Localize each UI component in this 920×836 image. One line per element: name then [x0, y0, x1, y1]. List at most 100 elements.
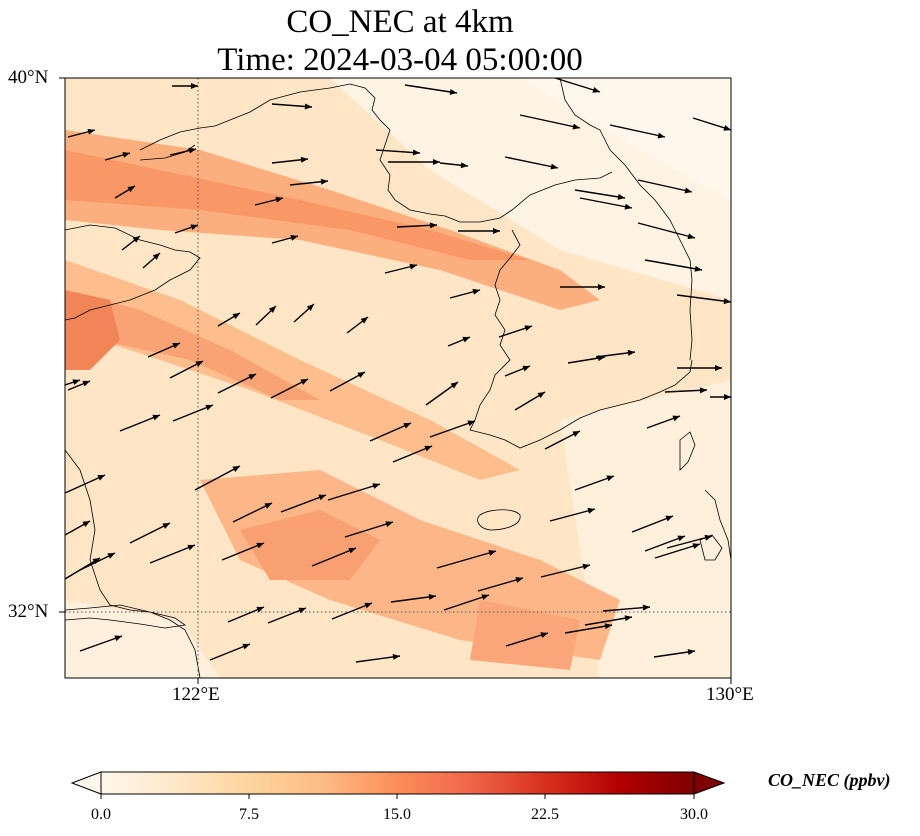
- wind-vector-head: [87, 128, 95, 135]
- coastlines: [65, 78, 731, 678]
- wind-vector-head: [472, 288, 480, 295]
- wind-vector-head: [191, 83, 198, 89]
- wind-vector: [390, 595, 437, 603]
- wind-vector: [149, 544, 196, 564]
- wind-vector-head: [582, 563, 590, 570]
- wind-vector-head: [92, 558, 100, 565]
- wind-vector-head: [298, 607, 306, 614]
- wind-vector-head: [460, 162, 468, 169]
- wind-vector-head: [232, 313, 240, 320]
- wind-vector: [172, 404, 214, 422]
- wind-vector-head: [318, 494, 326, 501]
- wind-vector: [666, 535, 713, 549]
- wind-vector-head: [403, 423, 411, 429]
- wind-vector-head: [627, 349, 635, 356]
- wind-vector-head: [248, 374, 256, 380]
- wind-vector-head: [488, 550, 496, 556]
- wind-vector-head: [699, 387, 707, 394]
- wind-vector-head: [152, 253, 160, 260]
- wind-vector: [579, 197, 633, 209]
- wind-vector-head: [357, 372, 365, 378]
- wind-vector-head: [672, 415, 680, 422]
- wind-vector-head: [364, 602, 372, 609]
- lon-label-122e: 122°E: [172, 684, 220, 705]
- wind-vector-head: [306, 304, 314, 311]
- wind-vector-head: [692, 543, 700, 549]
- wind-vector-head: [275, 196, 283, 203]
- wind-vector-head: [481, 594, 489, 601]
- wind-vector-head: [537, 392, 545, 399]
- wind-vector-head: [385, 521, 393, 527]
- wind-vectors: [65, 78, 731, 663]
- colorbar: [70, 771, 726, 799]
- wind-vector: [65, 474, 106, 494]
- wind-vector: [644, 259, 703, 271]
- wind-vector: [392, 445, 433, 463]
- wind-vector-head: [433, 159, 440, 165]
- colorbar-tick-4: 30.0: [680, 806, 708, 823]
- wind-vector: [519, 114, 581, 129]
- wind-vector-head: [606, 475, 614, 482]
- wind-vector-head: [657, 132, 665, 139]
- wind-vector-head: [190, 224, 198, 231]
- wind-vector-head: [617, 193, 625, 200]
- wind-vector: [375, 149, 421, 154]
- wind-vector-head: [172, 343, 180, 349]
- wind-vector: [404, 84, 458, 94]
- wind-vector-head: [604, 623, 612, 630]
- wind-vector: [369, 422, 412, 442]
- wind-vector-head: [449, 88, 457, 95]
- wind-vector: [644, 535, 686, 552]
- wind-vector-head: [152, 414, 160, 421]
- wind-vector: [443, 594, 490, 611]
- wind-vector-head: [412, 149, 420, 156]
- wind-vector-head: [162, 523, 170, 529]
- wind-vector: [327, 483, 381, 501]
- wind-vector: [194, 465, 241, 491]
- wind-vector-head: [598, 284, 605, 290]
- wind-vector-head: [82, 380, 90, 387]
- wind-vector-head: [360, 317, 368, 324]
- wind-vector-head: [97, 475, 105, 481]
- wind-vector-head: [572, 431, 580, 437]
- wind-vector: [602, 606, 651, 612]
- wind-vector-head: [467, 420, 475, 427]
- wind-vector-head: [515, 577, 523, 583]
- wind-vector-head: [522, 365, 530, 372]
- wind-vector-head: [587, 507, 595, 514]
- wind-vector-head: [694, 265, 702, 272]
- wind-vector-head: [624, 203, 632, 210]
- wind-vector-head: [462, 336, 470, 343]
- wind-vector-head: [677, 535, 685, 542]
- colorbar-tick-2: 15.0: [383, 806, 411, 823]
- wind-vector-head: [642, 604, 650, 611]
- lat-label-40n: 40°N: [8, 67, 49, 88]
- wind-vector: [217, 373, 257, 394]
- wind-vector-head: [723, 298, 731, 305]
- wind-vector-head: [82, 521, 90, 528]
- wind-vector-head: [424, 445, 432, 452]
- wind-vector: [549, 508, 596, 522]
- wind-vector-head: [665, 515, 673, 522]
- wind-vector-head: [132, 236, 140, 243]
- wind-vector: [676, 294, 731, 303]
- wind-vector-head: [188, 147, 196, 154]
- wind-vector: [209, 643, 251, 661]
- wind-vector: [221, 542, 265, 561]
- map-frame: [64, 77, 732, 679]
- wind-vector-head: [72, 379, 80, 386]
- wind-vector-head: [684, 187, 692, 194]
- wind-vector-head: [268, 306, 276, 313]
- wind-vector: [584, 616, 633, 626]
- wind-vector-head: [715, 365, 722, 371]
- axis-ticks: [59, 77, 732, 684]
- wind-vector-head: [450, 382, 458, 389]
- wind-vector-head: [429, 222, 437, 229]
- lat-label-32n: 32°N: [8, 601, 49, 622]
- wind-vector-head: [232, 466, 240, 472]
- wind-vector-head: [187, 544, 195, 551]
- wind-vector-head: [687, 649, 695, 655]
- wind-vector: [344, 521, 394, 538]
- wind-vector: [609, 124, 666, 138]
